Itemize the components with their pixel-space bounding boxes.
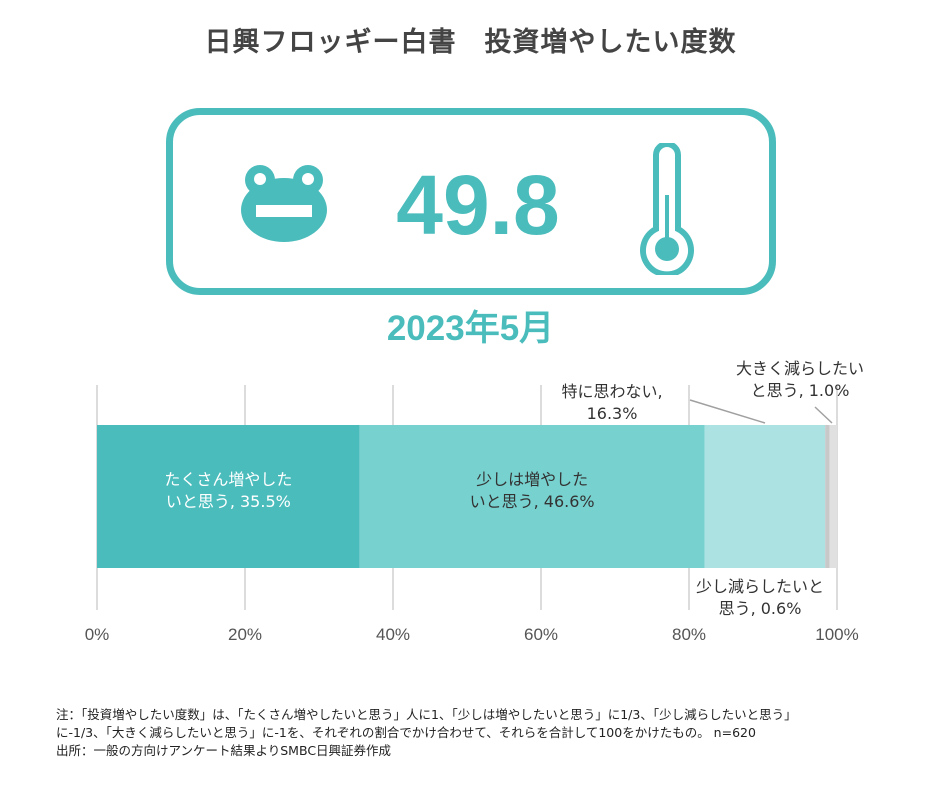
data-label: 少しは増やしたいと思う, 46.6%: [470, 470, 595, 511]
thermometer-icon: [640, 143, 694, 275]
bar-segment: [704, 425, 826, 568]
x-tick-label: 60%: [524, 625, 558, 644]
bar-segment: [825, 425, 830, 568]
frog-icon: [241, 165, 327, 242]
x-tick-label: 20%: [228, 625, 262, 644]
x-tick-label: 100%: [815, 625, 858, 644]
data-label: たくさん増やしたいと思う, 35.5%: [164, 470, 292, 511]
footnote-line-3: 出所：一般の方向けアンケート結果よりSMBC日興証券作成: [56, 743, 392, 758]
index-box: 49.8: [166, 108, 776, 295]
x-tick-label: 80%: [672, 625, 706, 644]
leader-line: [814, 406, 833, 424]
data-label: 特に思わない, 16.3%: [561, 382, 662, 423]
bar-segment: [359, 425, 705, 568]
footnote: 注：「投資増やしたい度数」は、「たくさん増やしたいと思う」人に1、「少しは増やし…: [56, 706, 916, 760]
bar-segment: [97, 425, 360, 568]
footnote-line-2: に-1/3、「大きく減らしたいと思う」に-1を、それぞれの割合でかけ合わせて、そ…: [56, 725, 756, 740]
page-title: 日興フロッギー白書 投資増やしたい度数: [204, 27, 737, 58]
survey-date: 2023年5月: [386, 309, 555, 348]
leader-line: [689, 399, 766, 424]
x-tick-label: 0%: [85, 625, 110, 644]
index-value: 49.8: [396, 158, 560, 252]
footnote-line-1: 注：「投資増やしたい度数」は、「たくさん増やしたいと思う」人に1、「少しは増やし…: [56, 707, 797, 722]
data-label: 大きく減らしたいと思う, 1.0%: [736, 360, 864, 400]
x-tick-label: 40%: [376, 625, 410, 644]
data-label: 少し減らしたいと思う, 0.6%: [696, 577, 824, 618]
stacked-bar-chart: たくさん増やしたいと思う, 35.5% 少しは増やしたいと思う, 46.6% 特に思…: [85, 360, 864, 644]
bar-segment: [829, 425, 837, 568]
